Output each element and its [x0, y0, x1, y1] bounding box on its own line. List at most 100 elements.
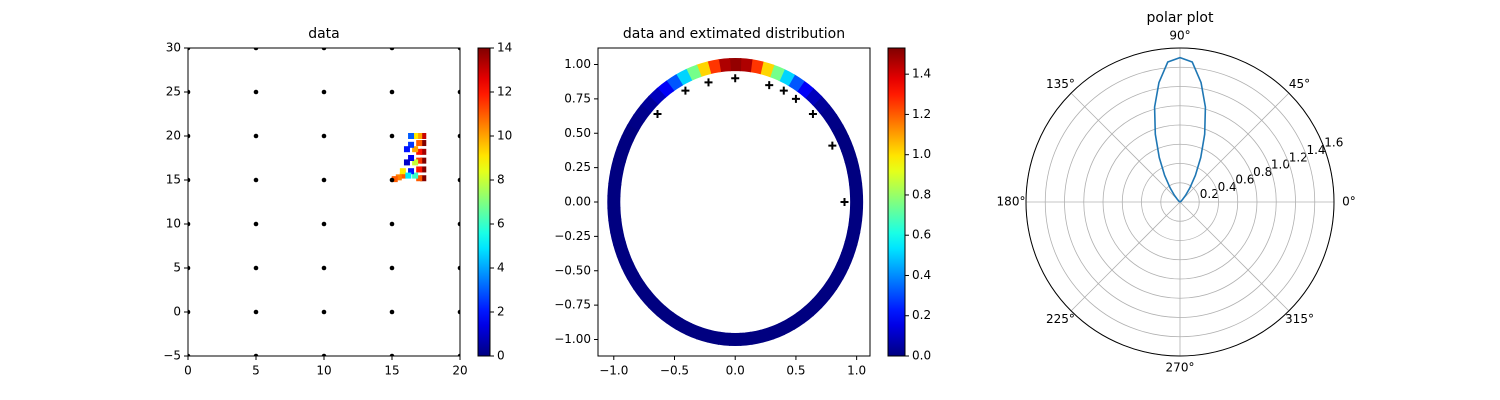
ring-segment: [665, 312, 684, 330]
point: [457, 48, 460, 51]
r-tick-label: 1.0: [1271, 158, 1290, 172]
ring-segment: [610, 229, 626, 246]
ring-segment: [804, 87, 823, 106]
x-tick-label: 10: [316, 364, 331, 378]
x-tick-label: −0.5: [660, 364, 689, 378]
x-tick-label: 20: [452, 364, 467, 378]
ring-segment: [656, 80, 675, 99]
colored-point: [395, 174, 402, 181]
point: [253, 309, 259, 315]
point: [253, 221, 259, 227]
plus-marker: [653, 110, 662, 118]
plus-marker: [840, 198, 849, 206]
ring-segment: [812, 290, 831, 309]
colored-point: [399, 172, 406, 179]
y-tick-label: 0.50: [564, 126, 591, 140]
x-tick-label: 0: [184, 364, 192, 378]
ring-segment: [749, 329, 764, 345]
point: [253, 133, 259, 139]
ring-segment: [621, 124, 639, 142]
point: [188, 265, 191, 271]
colorbar: [887, 47, 906, 357]
ring-segment: [819, 104, 838, 123]
theta-tick-label: 90°: [1169, 29, 1190, 43]
y-tick-label: −1.00: [554, 332, 591, 346]
point: [253, 353, 259, 356]
ring-segment: [696, 61, 712, 78]
colorbar-tick-label: 0.6: [912, 228, 931, 242]
x-tick-label: −1.0: [599, 364, 628, 378]
point: [457, 177, 460, 183]
point: [321, 309, 327, 315]
ring-segment: [685, 64, 702, 82]
y-tick-label: 0.25: [564, 160, 591, 174]
radial-grid-line: [1070, 201, 1181, 312]
colored-point: [408, 133, 415, 139]
chart-title: polar plot: [1147, 10, 1214, 26]
ring-segment: [819, 281, 838, 300]
point: [389, 221, 395, 227]
ring-segment: [717, 331, 732, 346]
point: [457, 265, 460, 271]
ring-segment: [675, 317, 693, 336]
ring-segment: [656, 305, 675, 324]
colored-point: [412, 133, 419, 139]
point: [253, 265, 259, 271]
point: [188, 177, 191, 183]
plus-marker: [731, 74, 740, 83]
chart-title: data and extimated distribution: [623, 26, 845, 42]
ring-segment: [633, 104, 652, 123]
ring-segment: [696, 326, 712, 343]
ring-segment: [841, 240, 858, 258]
ring-segment: [610, 158, 626, 175]
polar-frame: [1025, 47, 1335, 357]
ring-segment: [612, 146, 630, 164]
point: [321, 265, 327, 271]
y-tick-label: 1.00: [564, 57, 591, 71]
ring-segment: [778, 68, 796, 87]
ring-segment: [841, 146, 858, 164]
r-tick-label: 0.4: [1218, 180, 1237, 194]
ring-segment: [844, 158, 861, 175]
axes-frame: [187, 47, 461, 357]
point: [321, 133, 327, 139]
point: [188, 48, 191, 51]
ring-segment: [607, 206, 622, 222]
plot-area: [188, 48, 460, 356]
point: [188, 353, 191, 356]
colored-point: [391, 176, 398, 183]
ring-segment: [612, 240, 630, 258]
ring-segment: [608, 218, 624, 234]
ring-segment: [665, 74, 684, 92]
colorbar-tick-label: 0.0: [912, 349, 931, 363]
x-tick-label: 1.0: [847, 364, 866, 378]
colored-point: [416, 148, 423, 155]
colored-point: [399, 168, 406, 175]
colored-point: [403, 159, 410, 166]
colored-point: [420, 140, 427, 147]
colored-point: [408, 168, 415, 175]
colorbar-tick-label: 1.2: [912, 107, 931, 121]
ring-segment: [768, 64, 785, 82]
ring-segment: [778, 317, 796, 336]
point: [253, 177, 259, 183]
polar-line: [1153, 56, 1207, 203]
ring-segment: [616, 135, 634, 153]
point: [389, 265, 395, 271]
theta-tick-label: 180°: [997, 195, 1026, 209]
colored-point: [416, 133, 423, 139]
point: [389, 353, 395, 356]
plus-marker: [765, 81, 774, 90]
colored-point: [420, 166, 427, 173]
ring-segment: [621, 262, 639, 280]
colorbar-tick-label: 0.2: [912, 308, 931, 322]
ring-segment: [706, 59, 722, 75]
colorbar-tick-label: 4: [497, 261, 505, 275]
chart-title: data: [308, 26, 340, 42]
radial-grid-line: [1070, 92, 1181, 203]
y-tick-label: 0.00: [564, 195, 591, 209]
x-tick-label: 15: [384, 364, 399, 378]
ring-segment: [768, 322, 785, 340]
x-tick-label: 5: [252, 364, 260, 378]
